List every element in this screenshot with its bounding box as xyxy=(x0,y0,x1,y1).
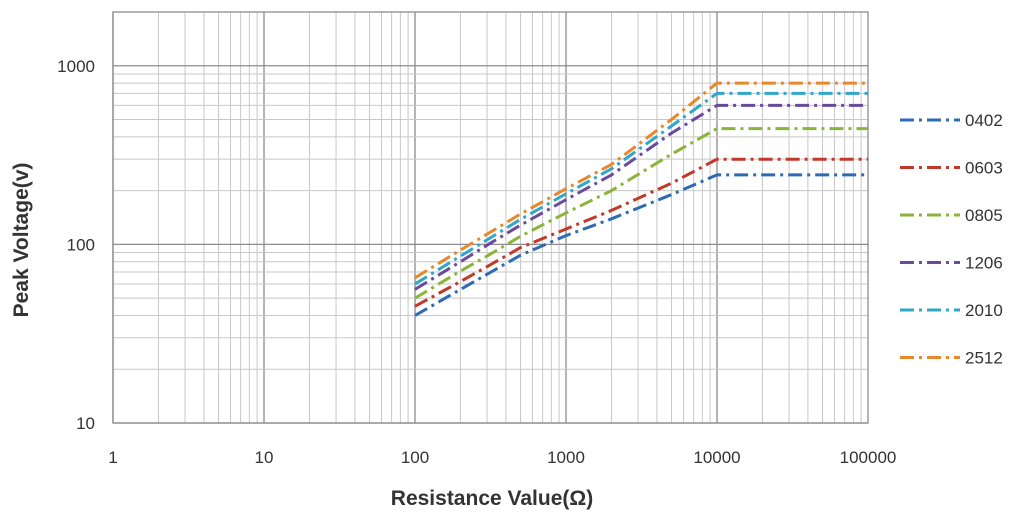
legend-label-1206: 1206 xyxy=(965,254,1003,273)
series-line-2010 xyxy=(414,91,868,286)
y-axis-title: Peak Voltage(v) xyxy=(10,163,33,318)
x-axis-title: Resistance Value(Ω) xyxy=(391,487,593,510)
x-tick-label: 100000 xyxy=(840,448,897,467)
legend-label-2512: 2512 xyxy=(965,349,1003,368)
x-tick-label: 1 xyxy=(108,448,117,467)
grid xyxy=(112,11,868,424)
y-axis-ticks: 10 100 1000 xyxy=(57,57,95,433)
legend: 0402 0603 0805 1206 2010 2512 xyxy=(900,111,1003,368)
series-line-0805 xyxy=(414,127,868,300)
legend-label-0402: 0402 xyxy=(965,111,1003,130)
y-tick-label: 1000 xyxy=(57,57,95,76)
legend-label-0603: 0603 xyxy=(965,159,1003,178)
legend-label-0805: 0805 xyxy=(965,206,1003,225)
series-lines xyxy=(414,81,868,317)
series-line-2512 xyxy=(414,81,868,280)
y-tick-label: 10 xyxy=(76,414,95,433)
x-axis-ticks: 1 10 100 1000 10000 100000 xyxy=(108,448,896,467)
legend-label-2010: 2010 xyxy=(965,301,1003,320)
series-line-0603 xyxy=(414,157,868,308)
y-tick-label: 100 xyxy=(67,235,95,254)
series-line-0402 xyxy=(414,173,868,317)
x-tick-label: 1000 xyxy=(547,448,585,467)
x-tick-label: 10000 xyxy=(693,448,740,467)
x-tick-label: 100 xyxy=(401,448,429,467)
plot-border xyxy=(112,11,869,424)
x-tick-label: 10 xyxy=(255,448,274,467)
series-line-1206 xyxy=(414,103,868,291)
